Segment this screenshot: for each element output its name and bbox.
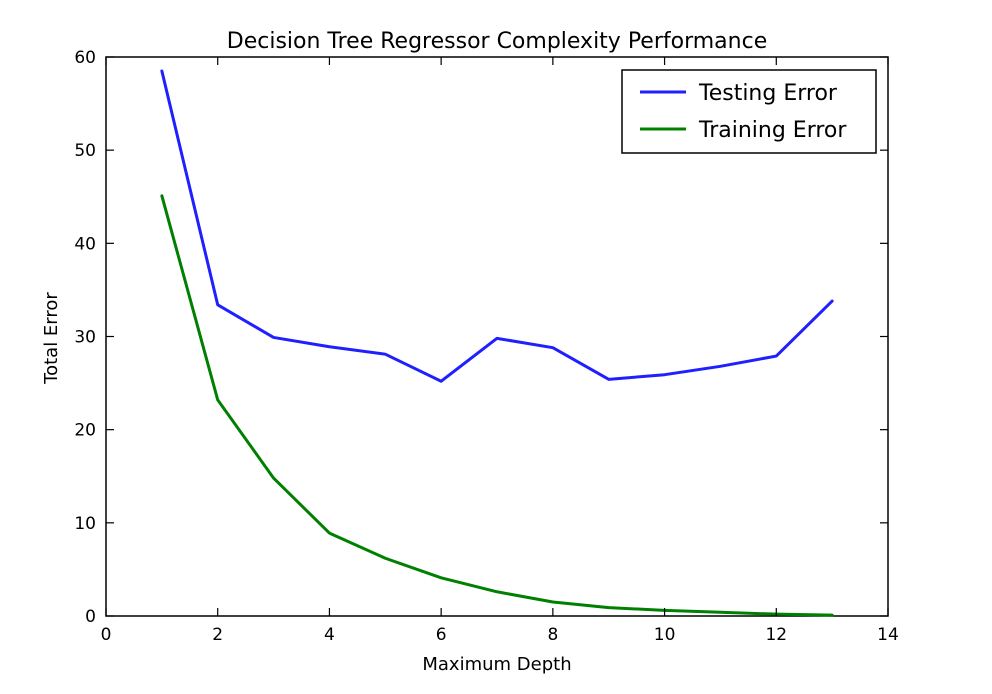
x-tick-label-0: 0 xyxy=(101,625,112,645)
y-tick-label-6: 60 xyxy=(74,48,96,68)
legend-label-testing-error: Testing Error xyxy=(698,81,838,106)
x-tick-label-1: 2 xyxy=(212,625,223,645)
x-tick-label-3: 6 xyxy=(436,625,447,645)
series-line-testing-error xyxy=(160,69,834,383)
y-tick-label-1: 10 xyxy=(74,514,96,534)
x-tick-label-7: 14 xyxy=(877,625,899,645)
x-tick-label-2: 4 xyxy=(324,625,335,645)
y-tick-label-2: 20 xyxy=(74,421,96,441)
chart-title: Decision Tree Regressor Complexity Perfo… xyxy=(227,29,767,54)
x-axis-label: Maximum Depth xyxy=(422,654,571,675)
series-line-training-error xyxy=(160,194,834,617)
x-tick-label-4: 8 xyxy=(547,625,558,645)
y-axis-label: Total Error xyxy=(41,292,62,385)
series-layer xyxy=(160,69,834,617)
ticks-layer: 0 2 4 6 8 10 12 14 0 10 20 30 40 50 60 xyxy=(74,48,898,645)
y-tick-label-5: 50 xyxy=(74,141,96,161)
y-tick-label-4: 40 xyxy=(74,234,96,254)
legend: Testing Error Training Error xyxy=(621,69,877,154)
legend-label-training-error: Training Error xyxy=(698,118,847,143)
legend-box xyxy=(621,69,877,154)
y-tick-label-3: 30 xyxy=(74,328,96,348)
x-tick-label-6: 12 xyxy=(765,625,787,645)
y-tick-label-0: 0 xyxy=(85,607,96,627)
x-tick-label-5: 10 xyxy=(654,625,676,645)
